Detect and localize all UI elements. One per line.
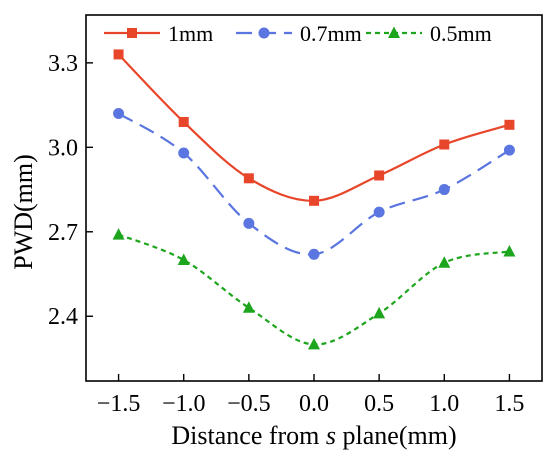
data-point <box>308 248 320 260</box>
series-0 <box>113 49 515 206</box>
x-axis-label-suffix: plane(mm) <box>336 421 457 450</box>
y-tick-label: 2.4 <box>48 304 78 330</box>
legend-label: 1mm <box>168 21 213 46</box>
data-point <box>503 144 515 156</box>
y-tick-label: 3.3 <box>48 51 78 77</box>
x-tick-label: 1.5 <box>494 391 524 417</box>
axes-layer: −1.5 −1.0 −0.5 0.0 0.5 1.0 1.5 2.4 2.7 3.0 3.3 <box>48 14 543 417</box>
data-point <box>373 306 386 319</box>
data-point <box>439 139 450 150</box>
data-point <box>177 253 190 265</box>
data-point <box>503 244 516 257</box>
y-axis-label: PWD(mm) <box>9 154 38 270</box>
legend-marker <box>258 27 270 39</box>
data-point <box>178 147 190 159</box>
legend-label: 0.7mm <box>300 21 362 46</box>
data-point <box>242 301 255 313</box>
x-axis-label-prefix: Distance from <box>171 421 326 450</box>
legend: 1mm 0.7mm 0.5mm <box>104 21 492 46</box>
x-tick-label: −1.5 <box>97 391 141 417</box>
legend-item: 0.7mm <box>236 21 362 46</box>
data-point <box>112 228 125 240</box>
data-point <box>243 173 254 184</box>
legend-item: 1mm <box>104 21 213 46</box>
x-tick-label: −0.5 <box>227 391 271 417</box>
data-point <box>308 337 320 350</box>
series-line <box>117 53 510 202</box>
data-point <box>504 119 515 130</box>
x-axis-label: Distance from s plane(mm) <box>171 421 456 450</box>
data-point <box>113 49 124 60</box>
data-point <box>243 217 255 229</box>
y-tick-label: 3.0 <box>48 135 78 161</box>
series-2 <box>112 228 516 350</box>
legend-marker <box>127 28 137 38</box>
y-tick-label: 2.7 <box>48 220 78 246</box>
data-point <box>178 116 189 127</box>
data-point <box>438 184 450 196</box>
series-1 <box>113 108 515 260</box>
data-point <box>438 256 451 268</box>
series-line <box>118 112 510 256</box>
data-point <box>309 195 319 206</box>
x-tick-label: 0.5 <box>364 391 394 417</box>
x-axis-label-italic: s <box>326 421 336 450</box>
data-point <box>373 206 385 218</box>
data-point <box>113 108 125 120</box>
legend-marker <box>388 26 400 38</box>
x-tick-label: 0.0 <box>299 391 329 417</box>
series-layer <box>112 49 516 350</box>
x-tick-label: 1.0 <box>429 391 459 417</box>
x-tick-label: −1.0 <box>162 391 206 417</box>
legend-label: 0.5mm <box>430 21 492 46</box>
data-point <box>374 170 385 181</box>
legend-item: 0.5mm <box>366 21 492 46</box>
